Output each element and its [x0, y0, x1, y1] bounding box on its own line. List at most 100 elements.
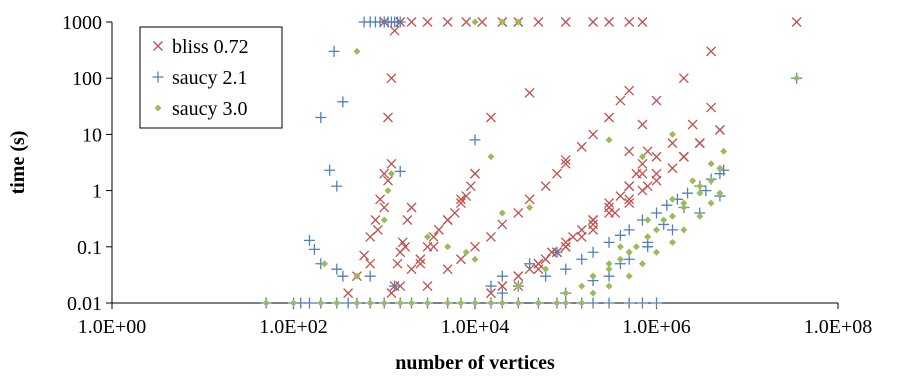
data-point [389, 25, 400, 36]
data-point [315, 111, 327, 123]
legend-marker [153, 41, 163, 51]
data-point [687, 119, 698, 130]
legend-marker [154, 104, 162, 112]
data-point [680, 204, 688, 212]
data-point [588, 224, 599, 235]
x-axis-ticks: 1.0E+00 1.0E+02 1.0E+04 1.0E+06 1.0E+08 [78, 303, 872, 338]
data-point [328, 45, 340, 57]
series-diamond [262, 18, 801, 307]
data-point [477, 17, 488, 27]
data-point [496, 287, 508, 299]
series-+ [260, 16, 803, 309]
data-point [651, 151, 662, 162]
data-point [442, 17, 453, 27]
data-point [324, 164, 336, 176]
y-tick-label: 100 [72, 68, 102, 90]
data-point [636, 297, 648, 309]
data-point [498, 18, 506, 26]
data-point [616, 243, 624, 251]
data-point [455, 194, 466, 205]
y-tick-label: 10 [82, 124, 102, 146]
data-point [461, 191, 472, 202]
data-point [589, 272, 597, 280]
data-point [720, 147, 728, 155]
data-point [667, 138, 678, 149]
data-point [714, 124, 725, 135]
data-point [375, 194, 386, 205]
data-point [470, 241, 480, 252]
data-point [605, 265, 613, 273]
data-point [442, 264, 453, 275]
data-point [562, 289, 570, 297]
data-point [605, 260, 613, 268]
data-point [615, 191, 626, 202]
data-point [637, 17, 648, 27]
data-point [383, 175, 393, 186]
data-point [415, 254, 426, 265]
data-point [372, 224, 383, 235]
y-axis-title: time (s) [7, 131, 29, 195]
data-point [422, 17, 433, 27]
data-point [380, 299, 388, 307]
data-point [576, 141, 587, 152]
legend-label: saucy 3.0 [172, 98, 248, 120]
data-point [331, 180, 343, 192]
data-point [402, 215, 413, 225]
data-points [260, 16, 803, 309]
data-point [487, 299, 495, 307]
data-point [623, 297, 635, 309]
data-point [471, 299, 479, 307]
data-point [678, 73, 689, 84]
data-point [707, 177, 715, 185]
data-point [317, 299, 325, 307]
data-point [457, 299, 465, 307]
data-point [461, 17, 472, 27]
data-point [653, 226, 660, 234]
data-point [589, 289, 597, 297]
data-point [485, 280, 497, 292]
data-point [576, 253, 588, 265]
data-point [486, 231, 496, 242]
data-point [364, 270, 376, 282]
data-point [387, 170, 395, 178]
x-tick-label: 1.0E+04 [441, 316, 510, 338]
data-point [353, 299, 361, 307]
data-point [353, 272, 361, 280]
x-tick-label: 1.0E+00 [78, 316, 147, 338]
y-tick-label: 1000 [62, 12, 102, 34]
data-point [706, 46, 717, 57]
legend-box [139, 26, 283, 129]
data-point [638, 153, 646, 161]
data-point [651, 207, 662, 219]
data-point [487, 153, 495, 161]
x-tick-label: 1.0E+06 [622, 316, 691, 338]
x-tick-label: 1.0E+02 [259, 316, 328, 338]
data-point [694, 138, 705, 149]
data-point [588, 215, 599, 225]
data-point [578, 282, 586, 290]
data-point [406, 17, 417, 27]
data-point [533, 17, 544, 27]
data-point [455, 254, 466, 265]
data-point [587, 297, 599, 309]
data-point [498, 209, 506, 217]
data-point [514, 299, 522, 307]
data-point [637, 119, 648, 130]
data-point [465, 181, 476, 192]
data-point [553, 299, 561, 307]
data-point [542, 265, 550, 273]
data-point [588, 17, 599, 27]
data-point [415, 258, 426, 269]
data-point [668, 130, 676, 138]
data-point [651, 297, 662, 309]
data-point [623, 224, 635, 236]
data-point [578, 299, 586, 307]
data-point [379, 168, 390, 179]
data-point [394, 165, 406, 177]
data-point [406, 202, 417, 213]
legend-label: saucy 2.1 [172, 67, 248, 89]
data-point [540, 254, 551, 265]
data-point [331, 263, 343, 275]
legend-marker [152, 71, 164, 83]
